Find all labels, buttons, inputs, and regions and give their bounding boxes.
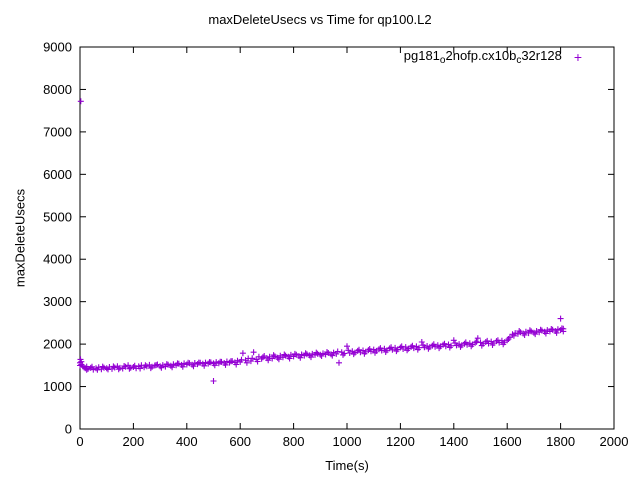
svg-text:6000: 6000 <box>43 167 72 182</box>
chart-title: maxDeleteUsecs vs Time for qp100.L2 <box>208 12 432 27</box>
y-axis-label: maxDeleteUsecs <box>12 188 28 288</box>
svg-text:200: 200 <box>123 434 145 449</box>
x-axis-label: Time(s) <box>325 458 369 473</box>
svg-text:2000: 2000 <box>600 434 629 449</box>
svg-text:2000: 2000 <box>43 337 72 352</box>
svg-text:8000: 8000 <box>43 82 72 97</box>
svg-text:0: 0 <box>76 434 83 449</box>
svg-text:7000: 7000 <box>43 124 72 139</box>
svg-text:4000: 4000 <box>43 252 72 267</box>
plus-marker-icon: + <box>573 49 582 65</box>
svg-text:1400: 1400 <box>439 434 468 449</box>
svg-text:0: 0 <box>65 422 72 437</box>
svg-text:9000: 9000 <box>43 40 72 55</box>
svg-text:600: 600 <box>229 434 251 449</box>
legend: pg181o2nofp.cx10bc32r128 + <box>404 48 582 66</box>
svg-text:3000: 3000 <box>43 294 72 309</box>
svg-text:400: 400 <box>176 434 198 449</box>
svg-text:1000: 1000 <box>43 379 72 394</box>
svg-text:1000: 1000 <box>333 434 362 449</box>
svg-text:1200: 1200 <box>386 434 415 449</box>
svg-text:1800: 1800 <box>546 434 575 449</box>
legend-entry-label: pg181o2nofp.cx10bc32r128 <box>403 48 562 66</box>
svg-text:800: 800 <box>283 434 305 449</box>
svg-text:1600: 1600 <box>493 434 522 449</box>
svg-text:5000: 5000 <box>43 209 72 224</box>
